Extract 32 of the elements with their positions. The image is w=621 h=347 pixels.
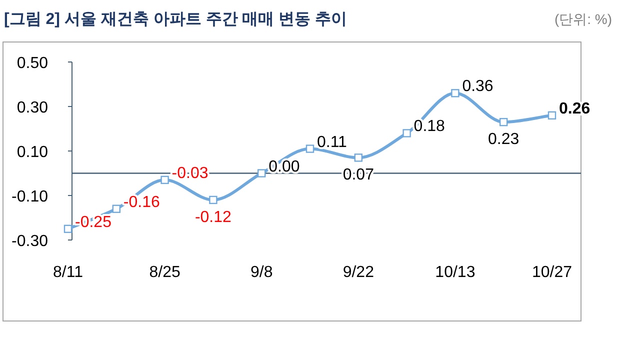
data-label: 0.36 bbox=[462, 78, 494, 96]
y-tick-label: 0.30 bbox=[16, 100, 48, 116]
point bbox=[451, 89, 460, 98]
point bbox=[500, 118, 508, 126]
chart-subtitle: (단위: %) bbox=[554, 11, 612, 27]
point bbox=[64, 224, 72, 233]
point bbox=[258, 169, 266, 178]
y-tick-label: -0.10 bbox=[12, 188, 48, 206]
x-tick-label: 10/27 bbox=[532, 264, 572, 281]
point bbox=[354, 154, 362, 162]
x-tick-label: 9/8 bbox=[250, 264, 273, 281]
point bbox=[306, 144, 314, 153]
y-tick-label: 0.50 bbox=[16, 55, 48, 72]
data-label: 0.23 bbox=[488, 131, 520, 148]
data-label: 0.11 bbox=[317, 134, 348, 151]
data-label: 0.26 bbox=[559, 100, 590, 118]
point bbox=[548, 111, 556, 120]
point bbox=[209, 196, 218, 204]
data-label: -0.16 bbox=[123, 194, 160, 211]
chart-title: [그림 2] 서울 재건축 아파트 주간 매매 변동 추이 bbox=[4, 11, 348, 28]
data-label: 0.00 bbox=[268, 158, 300, 176]
point bbox=[112, 204, 120, 213]
point bbox=[402, 129, 411, 138]
x-tick-label: 8/25 bbox=[149, 264, 180, 281]
data-label: 0.18 bbox=[414, 118, 446, 136]
x-tick-label: 10/13 bbox=[435, 264, 476, 281]
point bbox=[160, 176, 169, 184]
data-label: -0.12 bbox=[194, 208, 232, 226]
y-tick-label: -0.30 bbox=[12, 233, 48, 250]
x-tick-label: 8/11 bbox=[53, 264, 84, 281]
x-tick-label: 9/22 bbox=[342, 264, 374, 281]
y-tick-label: 0.10 bbox=[16, 144, 48, 161]
